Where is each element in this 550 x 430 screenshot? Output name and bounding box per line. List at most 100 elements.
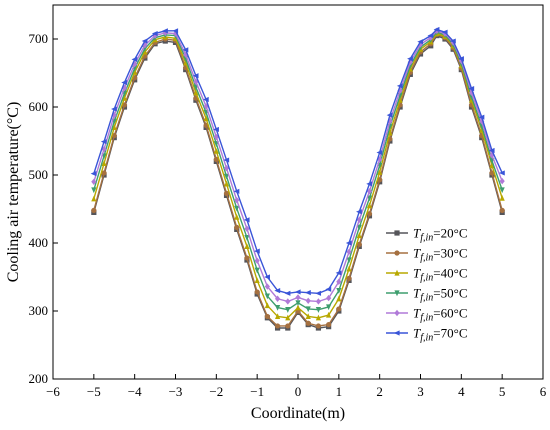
data-point (346, 265, 352, 272)
data-point (499, 177, 505, 185)
data-point (151, 30, 158, 37)
data-point (346, 248, 352, 256)
data-point (285, 323, 291, 329)
data-point (346, 257, 352, 264)
data-point (244, 243, 250, 249)
y-tick-label: 500 (29, 167, 49, 182)
data-point (274, 305, 281, 311)
x-tick-label: 5 (499, 384, 506, 399)
legend-label: Tf,in=70°C (413, 326, 468, 344)
legend-marker (394, 230, 400, 236)
data-point (433, 26, 440, 33)
data-point (305, 306, 311, 313)
data-point (254, 257, 260, 264)
data-point (254, 277, 260, 283)
data-point (101, 145, 107, 153)
data-point (376, 149, 383, 156)
data-point (285, 314, 291, 321)
data-point (172, 28, 179, 34)
data-point (223, 190, 230, 196)
legend-label: Tf,in=40°C (413, 266, 468, 284)
legend-label: Tf,in=60°C (413, 306, 468, 324)
data-point (132, 60, 138, 68)
data-point (111, 111, 117, 119)
data-point (336, 288, 342, 294)
data-point (91, 178, 97, 185)
data-point (356, 209, 362, 215)
data-point (407, 58, 413, 66)
data-point (356, 216, 362, 224)
data-point (243, 217, 250, 223)
data-point (90, 171, 97, 177)
data-point (193, 89, 199, 96)
data-point (244, 234, 250, 241)
data-point (396, 83, 403, 89)
data-point (356, 241, 362, 247)
legend-item: Tf,in=30°C (386, 246, 468, 264)
legend-item: Tf,in=60°C (386, 306, 468, 324)
data-point (182, 47, 189, 53)
y-tick-label: 600 (29, 99, 49, 114)
data-point (223, 157, 230, 163)
data-point (294, 289, 301, 295)
legend-item: Tf,in=50°C (386, 286, 468, 304)
data-point (213, 126, 219, 133)
series-line (93, 31, 503, 311)
data-point (274, 295, 281, 302)
legend-item: Tf,in=40°C (386, 266, 468, 284)
data-point (264, 302, 270, 309)
legend-label: Tf,in=30°C (413, 246, 468, 264)
data-point (377, 169, 383, 175)
x-tick-label: −6 (46, 384, 60, 399)
data-point (489, 152, 495, 159)
data-point (366, 211, 373, 217)
series-6 (90, 26, 505, 296)
data-point (142, 41, 148, 49)
data-point (172, 30, 179, 37)
legend-marker (393, 330, 400, 336)
data-point (441, 29, 448, 35)
data-point (274, 323, 281, 329)
data-point (111, 106, 117, 112)
data-point (254, 267, 260, 274)
data-point (315, 298, 322, 305)
data-point (202, 96, 209, 103)
series-layer (90, 26, 505, 331)
data-point (213, 148, 219, 154)
data-point (315, 290, 322, 296)
data-point (101, 170, 107, 176)
data-point (91, 195, 97, 202)
legend: Tf,in=20°C Tf,in=30°C Tf,in=40°C Tf,in=50°C… (386, 226, 468, 344)
data-point (305, 320, 311, 326)
legend-label: Tf,in=20°C (413, 226, 468, 244)
data-point (91, 207, 97, 213)
data-point (468, 89, 475, 96)
data-point (489, 162, 495, 169)
data-point (233, 188, 240, 194)
data-point (100, 139, 107, 145)
data-point (427, 33, 434, 39)
data-point (141, 38, 148, 44)
data-point (499, 207, 505, 213)
data-point (244, 225, 250, 232)
legend-item: Tf,in=70°C (386, 326, 468, 344)
data-point (345, 240, 352, 246)
data-point (498, 170, 505, 176)
data-point (285, 307, 291, 313)
legend-marker (394, 290, 400, 297)
data-point (132, 69, 138, 75)
data-point (91, 187, 97, 194)
data-point (407, 56, 413, 62)
y-tick-label: 400 (29, 235, 49, 250)
data-point (305, 313, 311, 320)
data-point (458, 56, 464, 62)
y-tick-label: 200 (29, 371, 49, 386)
x-tick-label: −3 (169, 384, 183, 399)
data-point (397, 87, 403, 94)
data-point (326, 294, 332, 302)
data-point (213, 156, 219, 162)
legend-label: Tf,in=50°C (413, 286, 468, 304)
x-tick-label: 0 (295, 384, 302, 399)
data-point (223, 165, 230, 172)
